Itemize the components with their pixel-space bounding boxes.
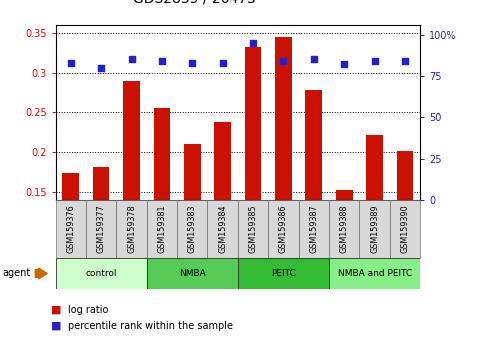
Text: GSM159376: GSM159376 <box>66 205 75 253</box>
Bar <box>397 152 413 200</box>
Text: percentile rank within the sample: percentile rank within the sample <box>68 321 233 331</box>
Bar <box>56 200 86 258</box>
Point <box>219 60 227 65</box>
Text: PEITC: PEITC <box>271 269 296 278</box>
Bar <box>329 200 359 258</box>
Text: log ratio: log ratio <box>68 305 108 315</box>
Bar <box>238 200 268 258</box>
Bar <box>275 37 292 200</box>
Text: GSM159384: GSM159384 <box>218 205 227 253</box>
Text: GSM159381: GSM159381 <box>157 205 167 253</box>
Bar <box>154 108 170 200</box>
Bar <box>238 258 329 289</box>
Point <box>280 58 287 64</box>
Bar <box>329 258 420 289</box>
Bar <box>147 258 238 289</box>
Text: GSM159383: GSM159383 <box>188 205 197 253</box>
Text: GSM159385: GSM159385 <box>249 205 257 253</box>
Text: control: control <box>85 269 117 278</box>
FancyArrow shape <box>35 268 47 279</box>
Bar <box>86 200 116 258</box>
Text: ■: ■ <box>51 305 61 315</box>
Text: GSM159387: GSM159387 <box>309 205 318 253</box>
Bar <box>359 200 390 258</box>
Bar <box>56 258 147 289</box>
Bar <box>147 200 177 258</box>
Bar <box>184 144 200 200</box>
Text: GDS2839 / 26473: GDS2839 / 26473 <box>133 0 256 5</box>
Bar <box>208 200 238 258</box>
Point <box>401 58 409 64</box>
Point <box>188 60 196 65</box>
Point <box>249 40 257 46</box>
Bar <box>245 47 261 200</box>
Text: GSM159389: GSM159389 <box>370 205 379 253</box>
Bar <box>214 122 231 200</box>
Bar <box>336 190 353 200</box>
Point <box>97 65 105 70</box>
Point <box>158 58 166 64</box>
Text: NMBA: NMBA <box>179 269 206 278</box>
Bar <box>93 167 110 200</box>
Text: GSM159378: GSM159378 <box>127 205 136 253</box>
Point <box>341 62 348 67</box>
Bar <box>62 173 79 200</box>
Text: GSM159388: GSM159388 <box>340 205 349 253</box>
Bar <box>390 200 420 258</box>
Point <box>128 57 135 62</box>
Text: GSM159377: GSM159377 <box>97 205 106 253</box>
Text: agent: agent <box>2 268 30 279</box>
Point <box>310 57 318 62</box>
Bar <box>116 200 147 258</box>
Bar <box>177 200 208 258</box>
Text: GSM159386: GSM159386 <box>279 205 288 253</box>
Text: NMBA and PEITC: NMBA and PEITC <box>338 269 412 278</box>
Bar <box>366 135 383 200</box>
Point <box>67 60 74 65</box>
Text: GSM159390: GSM159390 <box>400 205 410 253</box>
Text: ■: ■ <box>51 321 61 331</box>
Bar <box>298 200 329 258</box>
Bar <box>123 81 140 200</box>
Bar <box>305 90 322 200</box>
Point <box>371 58 379 64</box>
Bar <box>268 200 298 258</box>
